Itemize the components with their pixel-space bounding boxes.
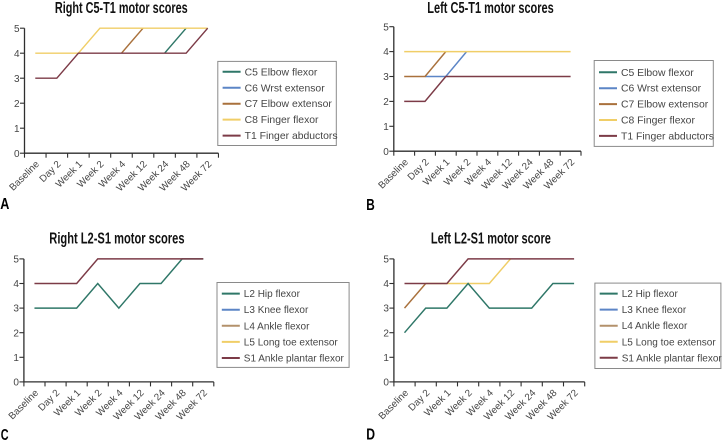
svg-text:C5 Elbow flexor: C5 Elbow flexor bbox=[245, 67, 318, 78]
svg-text:L3 Knee flexor: L3 Knee flexor bbox=[244, 305, 309, 316]
svg-text:C: C bbox=[1, 427, 9, 443]
svg-text:3: 3 bbox=[13, 304, 19, 315]
svg-text:T1 Finger abductors: T1 Finger abductors bbox=[245, 131, 338, 142]
svg-text:C7 Elbow extensor: C7 Elbow extensor bbox=[245, 99, 333, 110]
svg-text:C6 Wrst extensor: C6 Wrst extensor bbox=[621, 84, 702, 95]
svg-text:1: 1 bbox=[383, 353, 389, 364]
svg-text:S1 Ankle plantar flexor: S1 Ankle plantar flexor bbox=[622, 353, 723, 364]
svg-text:C8 Finger flexor: C8 Finger flexor bbox=[621, 116, 695, 127]
svg-text:5: 5 bbox=[14, 24, 20, 35]
svg-text:L5 Long toe extensor: L5 Long toe extensor bbox=[244, 337, 339, 348]
svg-text:D: D bbox=[366, 427, 375, 443]
svg-text:0: 0 bbox=[13, 378, 19, 389]
svg-text:1: 1 bbox=[383, 122, 389, 133]
svg-text:3: 3 bbox=[383, 72, 389, 83]
svg-text:L4 Ankle flexor: L4 Ankle flexor bbox=[622, 321, 688, 332]
svg-text:4: 4 bbox=[13, 279, 19, 290]
svg-text:L2 Hip flexor: L2 Hip flexor bbox=[622, 289, 679, 300]
svg-text:1: 1 bbox=[14, 124, 20, 135]
svg-text:2: 2 bbox=[13, 328, 19, 339]
svg-text:S1 Ankle plantar flexor: S1 Ankle plantar flexor bbox=[244, 354, 345, 365]
svg-text:L5 Long toe extensor: L5 Long toe extensor bbox=[622, 337, 717, 348]
svg-text:3: 3 bbox=[383, 304, 389, 315]
svg-text:L2 Hip flexor: L2 Hip flexor bbox=[244, 289, 301, 300]
svg-text:T1 Finger abductors: T1 Finger abductors bbox=[621, 131, 714, 142]
svg-text:4: 4 bbox=[14, 49, 20, 60]
svg-text:0: 0 bbox=[383, 147, 389, 158]
svg-text:Left C5-T1 motor scores: Left C5-T1 motor scores bbox=[427, 0, 554, 17]
svg-text:2: 2 bbox=[383, 97, 389, 108]
svg-text:C5 Elbow flexor: C5 Elbow flexor bbox=[621, 68, 694, 79]
svg-text:5: 5 bbox=[383, 255, 389, 266]
svg-text:A: A bbox=[0, 196, 9, 213]
svg-text:Right L2-S1 motor scores: Right L2-S1 motor scores bbox=[49, 231, 184, 248]
svg-text:Right C5-T1 motor scores: Right C5-T1 motor scores bbox=[55, 0, 188, 17]
svg-text:4: 4 bbox=[383, 279, 389, 290]
svg-text:C6 Wrst extensor: C6 Wrst extensor bbox=[245, 83, 326, 94]
svg-text:5: 5 bbox=[13, 255, 19, 266]
svg-text:3: 3 bbox=[14, 74, 20, 85]
svg-text:Left L2-S1 motor score: Left L2-S1 motor score bbox=[431, 231, 551, 248]
svg-text:L4 Ankle flexor: L4 Ankle flexor bbox=[244, 321, 310, 332]
svg-text:5: 5 bbox=[383, 22, 389, 33]
svg-text:0: 0 bbox=[14, 149, 20, 160]
svg-text:L3 Knee flexor: L3 Knee flexor bbox=[622, 305, 687, 316]
svg-text:4: 4 bbox=[383, 47, 389, 58]
svg-text:B: B bbox=[366, 197, 375, 214]
svg-text:0: 0 bbox=[383, 378, 389, 389]
svg-text:C7 Elbow extensor: C7 Elbow extensor bbox=[621, 100, 709, 111]
svg-text:2: 2 bbox=[383, 328, 389, 339]
svg-text:C8 Finger flexor: C8 Finger flexor bbox=[245, 115, 319, 126]
svg-text:1: 1 bbox=[13, 353, 19, 364]
svg-text:2: 2 bbox=[14, 99, 20, 110]
